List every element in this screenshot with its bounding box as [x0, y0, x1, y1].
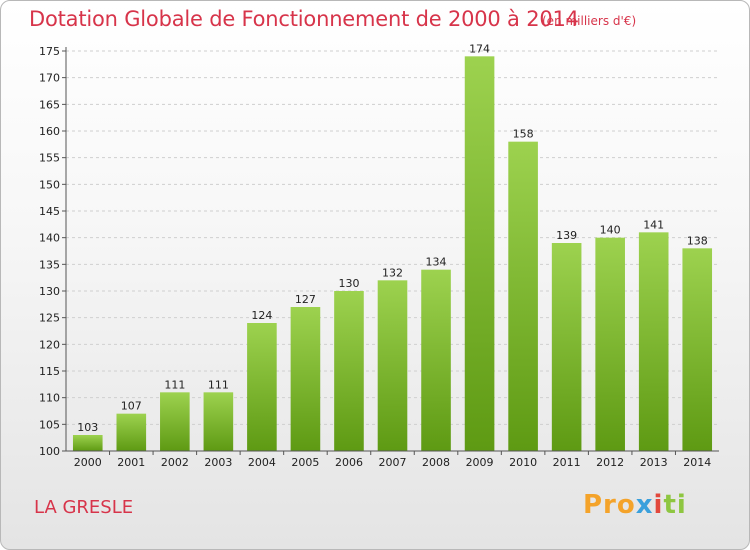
bar-2013 — [638, 232, 669, 451]
data-label-2005: 127 — [295, 293, 316, 306]
data-label-2013: 141 — [643, 218, 664, 231]
data-label-2002: 111 — [164, 378, 185, 391]
x-tick-label-2002: 2002 — [161, 456, 189, 469]
bar-2008 — [421, 269, 451, 451]
y-tick-label: 160 — [39, 125, 60, 138]
x-tick-label-2013: 2013 — [640, 456, 668, 469]
bar-2004 — [247, 323, 277, 451]
bar-2000 — [72, 435, 103, 451]
bar-2011 — [551, 243, 582, 451]
axes: 100 105 110 115 120 125 130 135 140 145 150 155 160 1… — [39, 45, 719, 469]
x-tick-label-2005: 2005 — [291, 456, 319, 469]
data-label-2006: 130 — [338, 277, 359, 290]
y-tick-label: 170 — [39, 72, 60, 85]
commune-name: LA GRESLE — [34, 497, 134, 518]
bar-2012 — [595, 237, 625, 451]
logo-part-2: x — [635, 490, 654, 520]
x-tick-label-2003: 2003 — [204, 456, 232, 469]
bar-2007 — [377, 280, 408, 451]
x-tick-label-2001: 2001 — [117, 456, 145, 469]
y-tick-label: 100 — [39, 445, 60, 458]
bar-2014 — [682, 248, 713, 451]
y-tick-label: 125 — [39, 312, 60, 325]
y-tick-label: 165 — [39, 98, 60, 111]
bar-2005 — [290, 307, 321, 451]
data-label-2007: 132 — [382, 266, 403, 279]
y-tick-label: 155 — [39, 152, 60, 165]
data-label-2012: 140 — [600, 224, 621, 237]
data-label-2010: 158 — [513, 128, 534, 141]
data-label-2014: 138 — [687, 234, 708, 247]
bar-2001 — [116, 413, 147, 451]
y-tick-label: 130 — [39, 285, 60, 298]
data-label-2011: 139 — [556, 229, 577, 242]
logo-part-1: Pro — [583, 490, 636, 520]
bar-2009 — [464, 56, 495, 451]
bar-2006 — [334, 291, 364, 451]
y-tick-label: 140 — [39, 232, 60, 245]
logo-part-3: i — [653, 490, 664, 520]
bar-2003 — [203, 392, 234, 451]
data-label-2009: 174 — [469, 42, 490, 55]
chart-title: Dotation Globale de Fonctionnement de 20… — [29, 7, 579, 31]
logo-part-4: ti — [663, 490, 687, 520]
y-tick-label: 150 — [39, 178, 60, 191]
x-tick-label-2006: 2006 — [335, 456, 363, 469]
x-tick-label-2009: 2009 — [466, 456, 494, 469]
y-tick-label: 145 — [39, 205, 60, 218]
y-tick-label: 110 — [39, 392, 60, 405]
x-tick-label-2004: 2004 — [248, 456, 276, 469]
x-tick-label-2014: 2014 — [683, 456, 711, 469]
x-tick-label-2007: 2007 — [379, 456, 407, 469]
x-tick-label-2008: 2008 — [422, 456, 450, 469]
data-label-2000: 103 — [77, 421, 98, 434]
data-label-2004: 124 — [251, 309, 272, 322]
proxiti-logo: Proxiti — [583, 490, 687, 520]
y-tick-label: 120 — [39, 338, 60, 351]
y-tick-label: 115 — [39, 365, 60, 378]
y-tick-label: 105 — [39, 418, 60, 431]
x-tick-label-2000: 2000 — [74, 456, 102, 469]
y-tick-label: 135 — [39, 258, 60, 271]
bar-2010 — [508, 141, 538, 451]
data-label-2001: 107 — [121, 400, 142, 413]
chart-subtitle: (en milliers d'€) — [542, 14, 637, 28]
x-tick-label-2012: 2012 — [596, 456, 624, 469]
x-tick-label-2011: 2011 — [553, 456, 581, 469]
data-label-2008: 134 — [426, 256, 447, 269]
x-tick-label-2010: 2010 — [509, 456, 537, 469]
bar-2002 — [160, 392, 190, 451]
data-label-2003: 111 — [208, 378, 229, 391]
y-tick-label: 175 — [39, 45, 60, 58]
bars: 103 107 111 111 124 127 130 132 134 174 158 139 140 1… — [72, 42, 713, 451]
